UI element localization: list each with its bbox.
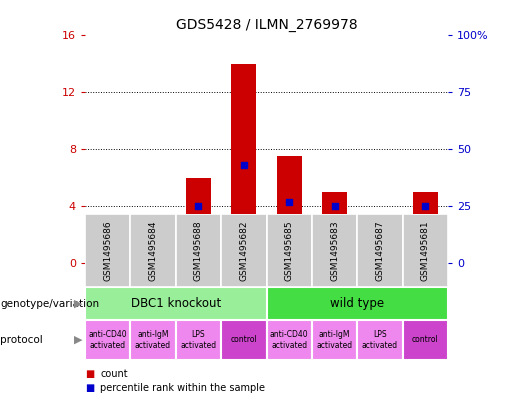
Text: GSM1495686: GSM1495686 xyxy=(103,220,112,281)
Text: LPS
activated: LPS activated xyxy=(362,330,398,350)
Text: anti-IgM
activated: anti-IgM activated xyxy=(135,330,171,350)
Point xyxy=(421,203,430,209)
Bar xyxy=(221,214,267,287)
Bar xyxy=(357,214,403,287)
Point xyxy=(376,237,384,244)
Text: ▶: ▶ xyxy=(74,335,82,345)
Bar xyxy=(403,214,448,287)
Point xyxy=(285,198,294,205)
Text: GSM1495683: GSM1495683 xyxy=(330,220,339,281)
Text: LPS
activated: LPS activated xyxy=(180,330,216,350)
Bar xyxy=(267,214,312,287)
Text: ▶: ▶ xyxy=(74,299,82,309)
Bar xyxy=(231,64,256,263)
Bar xyxy=(176,214,221,287)
Bar xyxy=(176,320,221,360)
Text: GSM1495682: GSM1495682 xyxy=(239,220,248,281)
Text: GSM1495681: GSM1495681 xyxy=(421,220,430,281)
Bar xyxy=(357,320,403,360)
Bar xyxy=(312,214,357,287)
Title: GDS5428 / ILMN_2769978: GDS5428 / ILMN_2769978 xyxy=(176,18,357,31)
Bar xyxy=(130,320,176,360)
Point xyxy=(331,203,339,209)
Bar xyxy=(322,192,347,263)
Text: anti-CD40
activated: anti-CD40 activated xyxy=(89,330,127,350)
Bar xyxy=(186,178,211,263)
Bar xyxy=(277,156,302,263)
Bar xyxy=(403,320,448,360)
Text: control: control xyxy=(412,336,439,344)
Bar xyxy=(267,287,448,320)
Text: control: control xyxy=(230,336,257,344)
Point xyxy=(239,162,248,169)
Bar xyxy=(221,320,267,360)
Text: percentile rank within the sample: percentile rank within the sample xyxy=(100,383,265,393)
Bar xyxy=(413,192,438,263)
Bar xyxy=(85,287,267,320)
Bar xyxy=(312,320,357,360)
Point xyxy=(194,203,202,209)
Bar xyxy=(130,214,176,287)
Text: ■: ■ xyxy=(85,369,94,379)
Text: anti-CD40
activated: anti-CD40 activated xyxy=(270,330,308,350)
Bar xyxy=(85,320,130,360)
Text: anti-IgM
activated: anti-IgM activated xyxy=(317,330,353,350)
Bar xyxy=(267,320,312,360)
Text: GSM1495684: GSM1495684 xyxy=(148,220,158,281)
Point xyxy=(149,260,157,266)
Text: GSM1495685: GSM1495685 xyxy=(285,220,294,281)
Text: wild type: wild type xyxy=(330,297,384,310)
Text: genotype/variation: genotype/variation xyxy=(0,299,99,309)
Text: protocol: protocol xyxy=(0,335,43,345)
Text: DBC1 knockout: DBC1 knockout xyxy=(131,297,221,310)
Text: GSM1495687: GSM1495687 xyxy=(375,220,385,281)
Bar xyxy=(85,214,130,287)
Text: count: count xyxy=(100,369,128,379)
Text: GSM1495688: GSM1495688 xyxy=(194,220,203,281)
Point xyxy=(104,258,112,264)
Text: ■: ■ xyxy=(85,383,94,393)
